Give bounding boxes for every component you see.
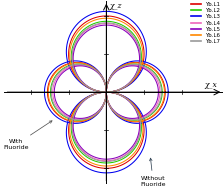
Yb.L3 [105,172,108,174]
Yb.L4 [117,93,119,95]
Yb.L6 [118,93,120,95]
Yb.L6 [118,93,121,96]
Line: Yb.L3: Yb.L3 [66,11,146,173]
Yb.L3 [129,83,132,85]
Yb.L7 [121,156,124,159]
Yb.L3 [105,10,108,12]
Yb.L6 [105,91,108,93]
Yb.L5 [105,24,108,26]
Line: Yb.L7: Yb.L7 [72,23,141,161]
Yb.L5 [99,91,102,93]
Yb.L7 [105,91,108,93]
Yb.L5 [125,84,127,87]
Yb.L1 [123,163,125,165]
Yb.L1 [105,91,108,93]
Yb.L2 [105,91,108,93]
Yb.L6 [99,91,102,93]
Text: χ_x: χ_x [205,81,217,89]
Yb.L1 [127,83,130,86]
Yb.L3 [124,167,126,169]
Yb.L4 [105,91,108,93]
Yb.L4 [105,91,108,93]
Yb.L4 [121,156,123,158]
Yb.L3 [119,94,122,96]
Yb.L2 [105,162,108,164]
Yb.L1 [105,91,108,93]
Yb.L4 [105,22,108,25]
Yb.L5 [117,93,119,95]
Line: Yb.L2: Yb.L2 [71,21,141,163]
Yb.L2 [117,93,120,95]
Line: Yb.L6: Yb.L6 [70,18,143,166]
Yb.L5 [105,158,108,160]
Yb.L2 [105,91,108,93]
Yb.L4 [99,91,102,93]
Yb.L1 [118,93,121,96]
Yb.L2 [88,87,91,89]
Yb.L6 [122,161,125,163]
Yb.L3 [98,91,101,93]
Yb.L4 [89,87,91,89]
Yb.L6 [87,87,90,89]
Yb.L7 [88,87,91,89]
Yb.L3 [119,94,121,96]
Yb.L5 [105,91,108,93]
Yb.L7 [105,22,108,24]
Yb.L5 [116,93,119,95]
Yb.L2 [99,91,102,93]
Line: Yb.L4: Yb.L4 [72,24,140,161]
Yb.L6 [105,165,108,167]
Yb.L3 [105,91,108,93]
Yb.L7 [125,84,128,86]
Yb.L1 [87,86,90,89]
Yb.L1 [99,91,101,93]
Yb.L1 [118,93,121,96]
Yb.L7 [99,91,102,93]
Yb.L7 [105,160,108,163]
Yb.L7 [117,93,120,95]
Yb.L4 [125,84,128,86]
Yb.L7 [105,91,108,93]
Yb.L5 [105,91,108,93]
Yb.L2 [126,84,129,86]
Legend: Yb.L1, Yb.L2, Yb.L3, Yb.L4, Yb.L5, Yb.L6, Yb.L7: Yb.L1, Yb.L2, Yb.L3, Yb.L4, Yb.L5, Yb.L6… [190,2,220,44]
Yb.L5 [121,154,123,156]
Yb.L6 [105,91,108,93]
Line: Yb.L1: Yb.L1 [69,16,144,168]
Text: With
Fluoride: With Fluoride [3,121,52,150]
Yb.L2 [117,93,120,95]
Yb.L6 [105,17,108,19]
Text: Without
Fluoride: Without Fluoride [140,158,166,187]
Yb.L1 [105,167,108,170]
Text: χ_z: χ_z [109,2,122,10]
Yb.L5 [89,87,92,89]
Yb.L2 [105,20,108,22]
Yb.L1 [105,15,108,17]
Yb.L6 [127,84,129,86]
Yb.L4 [105,160,108,162]
Line: Yb.L5: Yb.L5 [73,25,140,159]
Yb.L7 [117,93,120,95]
Yb.L3 [86,86,88,88]
Yb.L3 [105,91,108,93]
Yb.L4 [117,93,120,95]
Yb.L2 [121,158,124,160]
